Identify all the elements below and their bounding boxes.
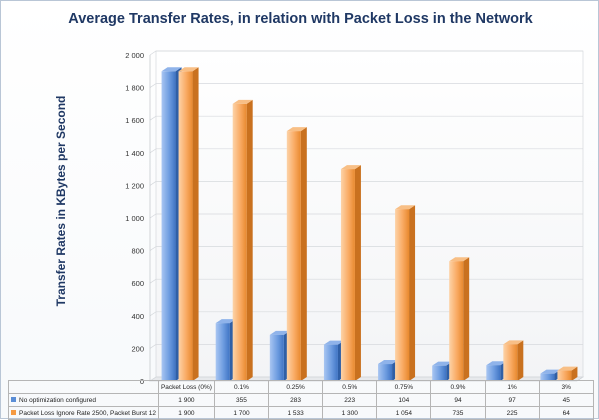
category-label: Packet Loss (0%) bbox=[157, 380, 215, 394]
bar-packet-loss-ignore bbox=[503, 344, 518, 381]
bar-top-no-optimization bbox=[161, 67, 182, 72]
y-tick-label: 1 800 bbox=[125, 84, 144, 93]
y-tick-label: 1 200 bbox=[125, 181, 144, 190]
category-label: 0.1% bbox=[213, 380, 270, 394]
data-label: 64 bbox=[538, 406, 594, 420]
table-row: Packet Loss Ignore Rate 2500, Packet Bur… bbox=[8, 406, 594, 420]
gridline bbox=[149, 278, 583, 284]
bar-top-packet-loss-ignore bbox=[340, 165, 361, 170]
legend-swatch bbox=[11, 410, 16, 416]
gridline bbox=[149, 311, 583, 317]
table-corner bbox=[8, 380, 159, 394]
bar-no-optimization bbox=[486, 365, 501, 381]
bar-packet-loss-ignore bbox=[286, 131, 301, 381]
bar-top-no-optimization bbox=[215, 319, 236, 324]
bar-top-no-optimization bbox=[432, 361, 453, 366]
data-label: 1 700 bbox=[213, 406, 270, 420]
bar-no-optimization bbox=[215, 323, 230, 381]
bar-packet-loss-ignore bbox=[340, 169, 355, 381]
bar-side-packet-loss-ignore bbox=[409, 205, 416, 381]
bar-packet-loss-ignore bbox=[557, 370, 572, 381]
gridline bbox=[149, 181, 583, 186]
bar-top-no-optimization bbox=[269, 330, 290, 335]
bar-no-optimization bbox=[323, 344, 338, 381]
data-label: 223 bbox=[322, 393, 378, 407]
category-label: 0.25% bbox=[268, 380, 324, 394]
category-label: 0.75% bbox=[376, 380, 432, 394]
data-label: 104 bbox=[376, 393, 432, 407]
gridline bbox=[149, 246, 583, 251]
bar-top-no-optimization bbox=[323, 340, 344, 345]
y-tick-label: 400 bbox=[131, 312, 144, 321]
table-row: No optimization configured 1 900 355 283 223… bbox=[8, 393, 594, 407]
bar-top-packet-loss-ignore bbox=[178, 67, 199, 72]
chart-title: Average Transfer Rates, in relation with… bbox=[68, 11, 533, 27]
bar-top-no-optimization bbox=[486, 361, 507, 366]
bar-no-optimization bbox=[161, 71, 176, 382]
bar-top-no-optimization bbox=[378, 360, 399, 365]
data-label: 283 bbox=[268, 393, 324, 407]
data-label: 1 900 bbox=[157, 406, 215, 420]
category-label: 3% bbox=[538, 380, 594, 394]
y-tick-label: 1 600 bbox=[125, 116, 144, 125]
legend-swatch bbox=[11, 397, 16, 403]
bar-packet-loss-ignore bbox=[395, 209, 410, 381]
bar-top-packet-loss-ignore bbox=[232, 99, 253, 104]
legend-entry: Packet Loss Ignore Rate 2500, Packet Bur… bbox=[8, 406, 159, 420]
data-label: 45 bbox=[538, 393, 594, 407]
gridline bbox=[149, 213, 583, 219]
bar-packet-loss-ignore bbox=[178, 71, 193, 382]
y-tick-label: 800 bbox=[131, 247, 144, 256]
category-label: 0.5% bbox=[322, 380, 378, 394]
bar-no-optimization bbox=[432, 365, 447, 381]
data-label: 355 bbox=[213, 393, 270, 407]
gridline bbox=[149, 83, 583, 88]
data-label: 225 bbox=[484, 406, 540, 420]
data-label: 735 bbox=[430, 406, 486, 420]
bar-top-packet-loss-ignore bbox=[395, 205, 416, 210]
legend-entry: No optimization configured bbox=[8, 393, 159, 407]
bar-side-packet-loss-ignore bbox=[571, 366, 578, 381]
bar-side-packet-loss-ignore bbox=[354, 165, 361, 381]
series-name: Packet Loss Ignore Rate 2500, Packet Bur… bbox=[19, 409, 156, 417]
data-label: 1 300 bbox=[322, 406, 378, 420]
category-label: 0.9% bbox=[430, 380, 486, 394]
y-tick-label: 2 000 bbox=[125, 51, 144, 60]
bar-no-optimization bbox=[269, 334, 284, 381]
series-name: No optimization configured bbox=[19, 396, 96, 404]
bar-side-packet-loss-ignore bbox=[246, 99, 253, 382]
bar-top-packet-loss-ignore bbox=[503, 340, 524, 345]
gridline bbox=[149, 115, 583, 121]
bar-top-packet-loss-ignore bbox=[286, 127, 307, 132]
gridline bbox=[149, 148, 583, 154]
bar-top-packet-loss-ignore bbox=[449, 257, 470, 262]
data-label: 1 054 bbox=[376, 406, 432, 420]
bar-side-packet-loss-ignore bbox=[192, 67, 199, 382]
bar-top-no-optimization bbox=[540, 369, 561, 374]
data-table: Packet Loss (0%) 0.1% 0.25% 0.5% 0.75% 0.9% 1%… bbox=[8, 380, 594, 420]
bar-packet-loss-ignore bbox=[232, 103, 247, 382]
bar-no-optimization bbox=[540, 373, 555, 381]
bar-packet-loss-ignore bbox=[449, 261, 464, 381]
y-tick-label: 1 000 bbox=[125, 214, 144, 223]
data-label: 97 bbox=[484, 393, 540, 407]
y-tick-label: 200 bbox=[131, 344, 144, 353]
category-label: 1% bbox=[484, 380, 540, 394]
y-tick-label: 1 400 bbox=[125, 149, 144, 158]
bar-side-packet-loss-ignore bbox=[463, 257, 470, 381]
bar-side-packet-loss-ignore bbox=[517, 340, 524, 381]
bar-side-packet-loss-ignore bbox=[300, 127, 307, 381]
y-tick-label: 600 bbox=[131, 279, 144, 288]
bar-no-optimization bbox=[378, 364, 393, 381]
gridline bbox=[149, 50, 583, 56]
gridline bbox=[149, 344, 583, 349]
data-label: 1 533 bbox=[268, 406, 324, 420]
data-label: 1 900 bbox=[157, 393, 215, 407]
data-label: 94 bbox=[430, 393, 486, 407]
bar-top-packet-loss-ignore bbox=[557, 366, 578, 371]
